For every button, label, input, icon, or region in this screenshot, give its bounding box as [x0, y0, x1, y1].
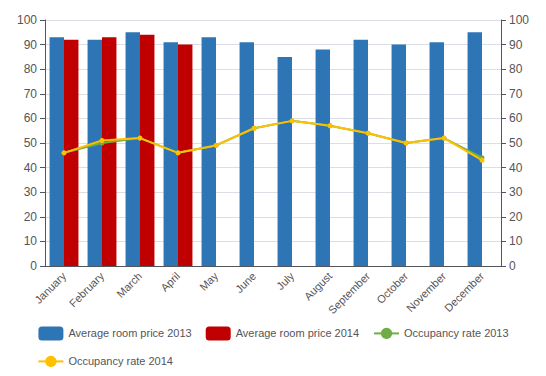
svg-text:100: 100 [17, 13, 37, 27]
svg-text:July: July [274, 269, 297, 292]
svg-text:70: 70 [509, 87, 523, 101]
svg-text:October: October [374, 270, 410, 306]
svg-text:30: 30 [509, 185, 523, 199]
svg-text:Average room price 2013: Average room price 2013 [68, 327, 191, 339]
svg-text:10: 10 [509, 234, 523, 248]
svg-text:10: 10 [24, 234, 38, 248]
svg-text:70: 70 [24, 87, 38, 101]
svg-text:0: 0 [30, 259, 37, 273]
svg-text:90: 90 [24, 38, 38, 52]
svg-text:Occupancy rate 2014: Occupancy rate 2014 [68, 355, 173, 367]
svg-text:0: 0 [509, 259, 516, 273]
svg-text:November: November [404, 270, 449, 315]
svg-text:90: 90 [509, 38, 523, 52]
svg-text:20: 20 [509, 210, 523, 224]
svg-text:30: 30 [24, 185, 38, 199]
svg-text:August: August [302, 270, 335, 303]
svg-text:60: 60 [509, 111, 523, 125]
svg-text:50: 50 [509, 136, 523, 150]
svg-text:100: 100 [509, 13, 529, 27]
svg-text:80: 80 [24, 62, 38, 76]
svg-text:60: 60 [24, 111, 38, 125]
svg-text:40: 40 [24, 161, 38, 175]
svg-text:80: 80 [509, 62, 523, 76]
svg-text:May: May [197, 269, 221, 293]
svg-text:December: December [442, 270, 487, 315]
svg-text:March: March [114, 270, 144, 300]
svg-text:Average room price 2014: Average room price 2014 [236, 327, 359, 339]
svg-text:20: 20 [24, 210, 38, 224]
svg-text:April: April [158, 270, 182, 294]
svg-text:January: January [32, 269, 68, 305]
svg-text:September: September [326, 270, 373, 317]
svg-text:Occupancy rate 2013: Occupancy rate 2013 [404, 327, 509, 339]
svg-text:June: June [233, 270, 258, 295]
svg-text:50: 50 [24, 136, 38, 150]
svg-text:40: 40 [509, 161, 523, 175]
svg-text:February: February [67, 269, 107, 309]
